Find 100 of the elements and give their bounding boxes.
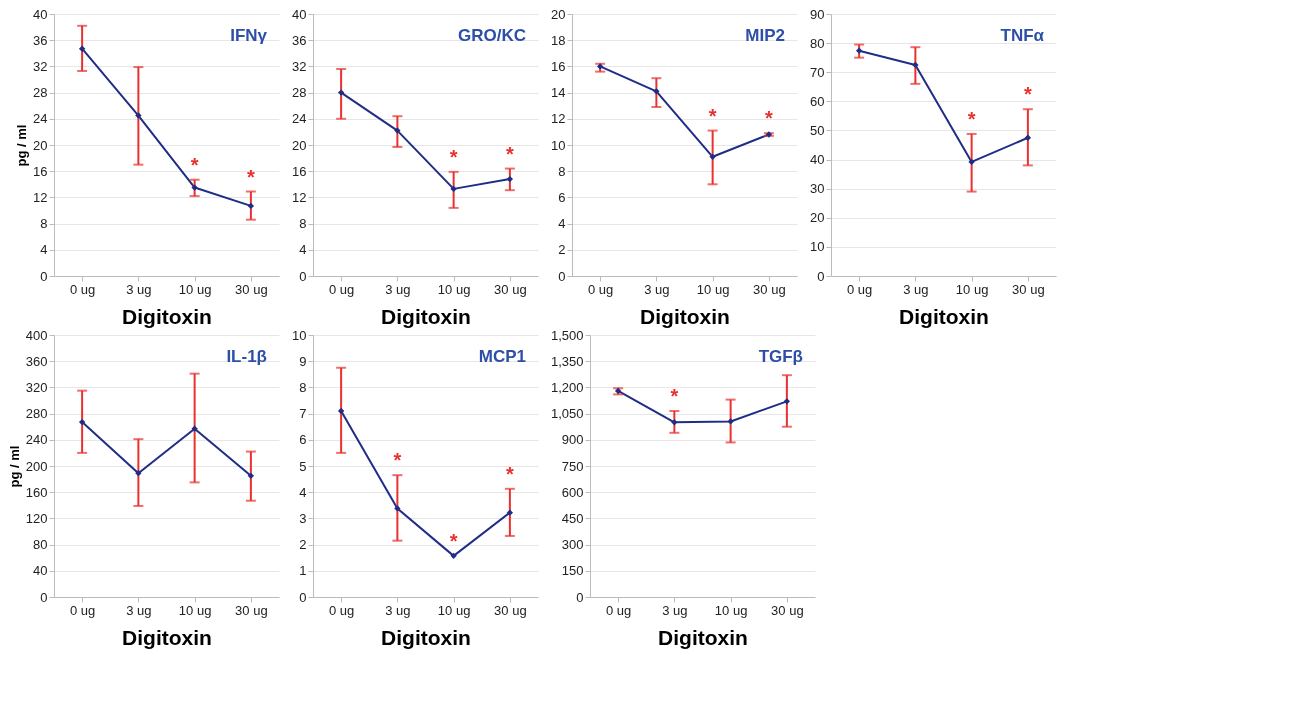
y-tick-label: 240 <box>25 432 48 448</box>
y-tick-label: 40 <box>33 563 48 579</box>
y-tick-label: 1,200 <box>550 379 584 395</box>
x-tick-label: 30 ug <box>235 281 268 297</box>
y-tick-label: 160 <box>25 484 48 500</box>
y-tick-label: 200 <box>25 458 48 474</box>
y-tick-label: 120 <box>25 510 48 526</box>
x-axis-title: Digitoxin <box>381 625 471 649</box>
point <box>912 61 919 69</box>
x-tick-label: 10 ug <box>696 281 730 297</box>
y-tick-label: 6 <box>558 189 566 205</box>
y-tick-label: 8 <box>299 379 307 395</box>
y-tick-label: 20 <box>551 6 566 22</box>
x-axis-title: Digitoxin <box>658 625 748 649</box>
y-tick-label: 4 <box>558 216 566 232</box>
text: TGFβ <box>758 347 803 366</box>
y-tick-label: 320 <box>25 379 48 395</box>
point <box>337 407 345 415</box>
x-tick-label: 30 ug <box>235 602 268 618</box>
y-tick-label: 4 <box>299 242 307 258</box>
y-tick-label: 16 <box>292 163 307 179</box>
y-tick-label: 18 <box>551 32 566 48</box>
point <box>1024 134 1032 141</box>
x-tick-label: 10 ug <box>178 281 212 297</box>
y-tick-label: 60 <box>810 93 825 109</box>
y-tick-label: 7 <box>299 406 307 422</box>
annotation: * <box>505 462 514 485</box>
y-tick-label: 900 <box>561 432 584 448</box>
y-tick-label: 40 <box>33 6 48 22</box>
y-tick-label: 5 <box>299 458 307 474</box>
point <box>135 112 142 119</box>
point <box>78 45 86 52</box>
x-tick-label: 10 ug <box>955 281 989 297</box>
y-tick-label: 6 <box>299 432 307 448</box>
y-axis-title: pg / ml <box>6 445 22 488</box>
x-tick-label: 10 ug <box>714 602 748 618</box>
point <box>450 185 457 193</box>
annotation: * <box>1023 83 1032 106</box>
y-tick-label: 36 <box>33 32 48 48</box>
y-tick-label: 16 <box>33 163 48 179</box>
y-tick-label: 0 <box>40 589 48 605</box>
y-tick-label: 80 <box>33 537 48 553</box>
annotation: * <box>449 529 458 552</box>
y-tick-label: 0 <box>576 589 584 605</box>
x-tick-label: 30 ug <box>1012 281 1045 297</box>
x-tick-label: 3 ug <box>385 281 411 297</box>
point <box>394 505 401 512</box>
y-tick-label: 28 <box>33 85 48 101</box>
text: MCP1 <box>478 347 526 366</box>
y-tick-label: 0 <box>299 589 307 605</box>
annotation: * <box>449 145 458 168</box>
y-tick-label: 600 <box>561 484 584 500</box>
y-tick-label: 10 <box>292 327 307 343</box>
point <box>727 418 734 425</box>
text: IFNγ <box>230 26 268 45</box>
x-tick-label: 30 ug <box>753 281 786 297</box>
x-axis-title: Digitoxin <box>122 625 212 649</box>
y-tick-label: 14 <box>551 85 566 101</box>
y-tick-label: 8 <box>299 216 307 232</box>
x-tick-label: 30 ug <box>771 602 804 618</box>
annotation: * <box>190 153 199 176</box>
y-tick-label: 12 <box>551 111 566 127</box>
y-tick-label: 0 <box>40 268 48 284</box>
point <box>968 158 975 166</box>
y-tick-label: 40 <box>810 152 825 168</box>
point <box>653 88 660 95</box>
y-tick-label: 10 <box>810 239 825 255</box>
y-tick-label: 2 <box>299 537 307 553</box>
y-tick-label: 750 <box>561 458 584 474</box>
y-tick-label: 24 <box>292 111 307 127</box>
y-tick-label: 8 <box>40 216 48 232</box>
y-tick-label: 280 <box>25 406 48 422</box>
y-tick-label: 10 <box>551 137 566 153</box>
point <box>506 175 514 183</box>
y-tick-label: 1 <box>299 563 307 579</box>
y-tick-label: 360 <box>25 353 48 369</box>
y-tick-label: 90 <box>810 6 825 22</box>
text: IL-1β <box>226 347 267 366</box>
x-tick-label: 0 ug <box>846 281 873 297</box>
y-tick-label: 16 <box>551 58 566 74</box>
point <box>78 418 86 426</box>
y-tick-label: 12 <box>33 189 48 205</box>
y-tick-label: 8 <box>558 163 566 179</box>
x-tick-label: 10 ug <box>178 602 212 618</box>
y-tick-label: 12 <box>292 189 307 205</box>
x-tick-label: 0 ug <box>328 281 355 297</box>
y-tick-label: 4 <box>40 242 48 258</box>
y-axis-title: pg / ml <box>14 124 30 167</box>
annotation: * <box>393 449 402 472</box>
point <box>671 419 678 426</box>
x-tick-label: 3 ug <box>644 281 670 297</box>
y-tick-label: 28 <box>292 85 307 101</box>
x-tick-label: 3 ug <box>126 281 152 297</box>
x-axis-title: Digitoxin <box>122 304 212 328</box>
y-tick-label: 1,500 <box>550 327 584 343</box>
x-axis-title: Digitoxin <box>899 304 989 328</box>
y-tick-label: 9 <box>299 353 307 369</box>
y-tick-label: 40 <box>292 6 307 22</box>
x-tick-label: 0 ug <box>605 602 632 618</box>
y-tick-label: 80 <box>810 35 825 51</box>
